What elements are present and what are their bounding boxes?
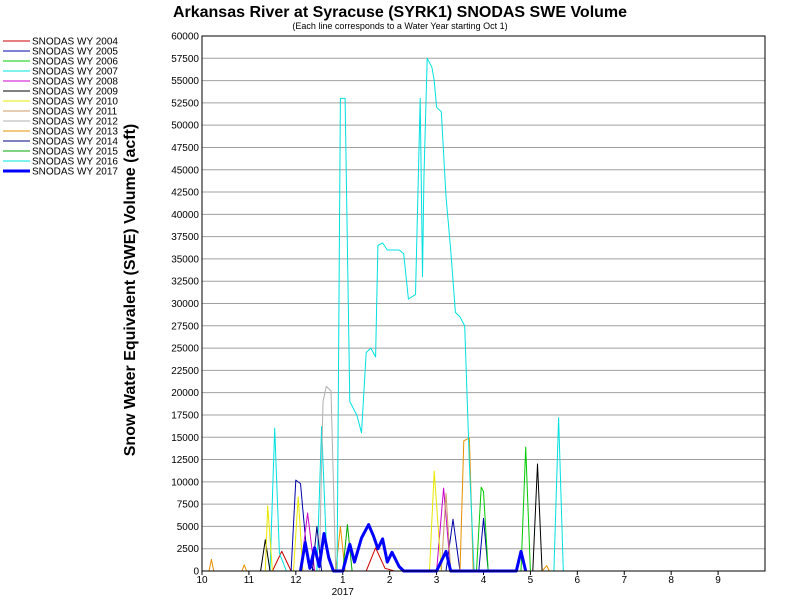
series-line xyxy=(440,492,452,572)
series-line xyxy=(342,524,353,572)
y-tick-label: 42500 xyxy=(171,188,199,199)
legend-label: SNODAS WY 2014 xyxy=(32,137,118,148)
y-tick-label: 47500 xyxy=(171,143,199,154)
legend-label: SNODAS WY 2017 xyxy=(32,167,118,178)
legend-label: SNODAS WY 2008 xyxy=(32,77,118,88)
y-tick-label: 35000 xyxy=(171,254,199,265)
y-tick-label: 52500 xyxy=(171,98,199,109)
y-tick-label: 45000 xyxy=(171,165,199,176)
chart-title: Arkansas River at Syracuse (SYRK1) SNODA… xyxy=(173,4,627,21)
x-tick-label: 7 xyxy=(621,575,627,586)
y-tick-label: 12500 xyxy=(171,455,199,466)
plot-frame xyxy=(201,35,766,572)
x-tick-label: 4 xyxy=(481,575,487,586)
y-tick-label: 27500 xyxy=(171,321,199,332)
x-tick-label: 9 xyxy=(715,575,721,586)
y-tick-label: 60000 xyxy=(171,32,199,43)
y-tick-label: 22500 xyxy=(171,366,199,377)
series-line xyxy=(269,417,564,572)
series-line xyxy=(336,57,475,572)
axis-ticks: 0250050007500100001250015000175002000022… xyxy=(171,32,721,599)
legend-label: SNODAS WY 2006 xyxy=(32,57,118,68)
legend-label: SNODAS WY 2009 xyxy=(32,87,118,98)
series-layer xyxy=(208,57,564,573)
y-tick-label: 20000 xyxy=(171,388,199,399)
y-tick-label: 7500 xyxy=(177,500,200,511)
legend-label: SNODAS WY 2007 xyxy=(32,67,118,78)
y-tick-label: 55000 xyxy=(171,76,199,87)
y-tick-label: 32500 xyxy=(171,277,199,288)
legend-label: SNODAS WY 2012 xyxy=(32,117,118,128)
legend-label: SNODAS WY 2013 xyxy=(32,127,118,138)
legend-label: SNODAS WY 2015 xyxy=(32,147,118,158)
y-tick-label: 10000 xyxy=(171,477,199,488)
x-tick-label: 10 xyxy=(196,575,208,586)
series-line xyxy=(300,487,452,572)
x-year-label: 2017 xyxy=(332,587,355,598)
legend-label: SNODAS WY 2004 xyxy=(32,37,118,48)
y-tick-label: 40000 xyxy=(171,210,199,221)
x-tick-label: 5 xyxy=(528,575,534,586)
y-tick-label: 50000 xyxy=(171,121,199,132)
y-tick-label: 30000 xyxy=(171,299,199,310)
series-line xyxy=(318,385,337,572)
y-tick-label: 5000 xyxy=(177,522,200,533)
y-tick-label: 25000 xyxy=(171,344,199,355)
legend-label: SNODAS WY 2011 xyxy=(32,107,118,118)
x-tick-label: 1 xyxy=(340,575,346,586)
y-tick-label: 2500 xyxy=(177,544,200,555)
y-tick-label: 0 xyxy=(193,567,199,578)
chart-subtitle: (Each line corresponds to a Water Year s… xyxy=(292,21,507,31)
x-tick-label: 3 xyxy=(434,575,440,586)
y-tick-label: 15000 xyxy=(171,433,199,444)
y-tick-label: 37500 xyxy=(171,232,199,243)
y-tick-label: 17500 xyxy=(171,410,199,421)
y-axis-label: Snow Water Equivalent (SWE) Volume (acft… xyxy=(122,124,139,456)
series-line xyxy=(299,523,528,573)
x-tick-label: 12 xyxy=(290,575,302,586)
legend-label: SNODAS WY 2010 xyxy=(32,97,118,108)
y-tick-label: 57500 xyxy=(171,54,199,65)
x-tick-label: 11 xyxy=(244,575,255,586)
legend-label: SNODAS WY 2005 xyxy=(32,47,118,58)
x-tick-label: 6 xyxy=(575,575,581,586)
x-tick-label: 8 xyxy=(668,575,674,586)
x-tick-label: 2 xyxy=(387,575,393,586)
series-line xyxy=(264,470,442,572)
legend-label: SNODAS WY 2016 xyxy=(32,157,118,168)
